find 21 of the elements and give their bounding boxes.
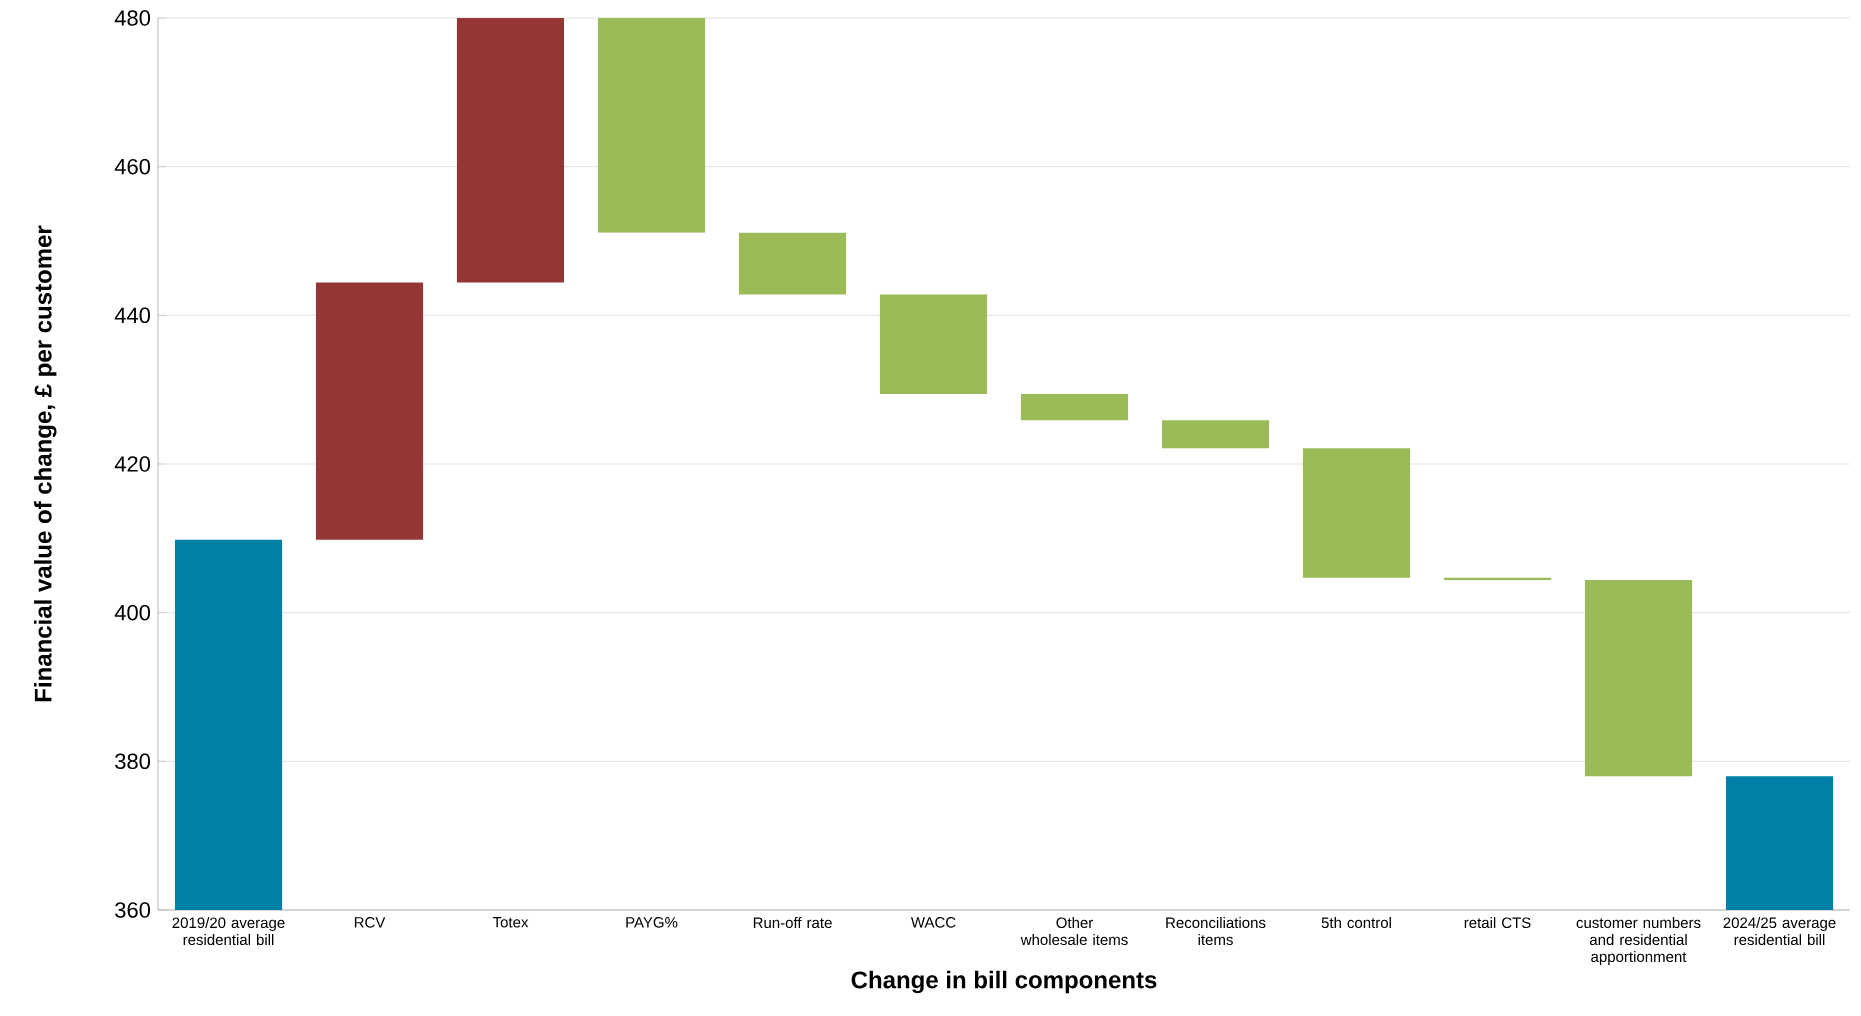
x-tick-label: 2019/20 average residential bill xyxy=(172,917,285,946)
y-tick-label: 400 xyxy=(114,604,151,621)
x-tick-label: Run-off rate xyxy=(753,917,832,929)
y-axis-title: Financial value of change, £ per customer xyxy=(34,225,57,702)
y-tick-label: 440 xyxy=(114,307,151,324)
y-tick-label: 420 xyxy=(114,456,151,472)
x-tick-label: retail CTS xyxy=(1464,917,1531,929)
y-tick-label: 480 xyxy=(114,10,151,26)
x-tick-label: Other wholesale items xyxy=(1020,917,1128,946)
x-tick-label: RCV xyxy=(354,917,386,928)
y-tick-label: 380 xyxy=(115,753,151,770)
x-tick-label: WACC xyxy=(910,917,956,928)
x-axis-title: Change in bill components xyxy=(851,970,1157,994)
x-tick-label: 5th control xyxy=(1321,917,1391,929)
y-tick-label: 460 xyxy=(114,158,151,175)
x-tick-label: PAYG% xyxy=(626,917,678,928)
x-tick-label: Reconciliations items xyxy=(1166,917,1266,946)
y-tick-label: 360 xyxy=(115,902,151,918)
x-tick-label: customer numbers and residential apportionment xyxy=(1576,917,1701,966)
x-tick-label: 2024/25 average residential bill xyxy=(1723,917,1836,946)
x-tick-label: Totex xyxy=(492,917,529,928)
